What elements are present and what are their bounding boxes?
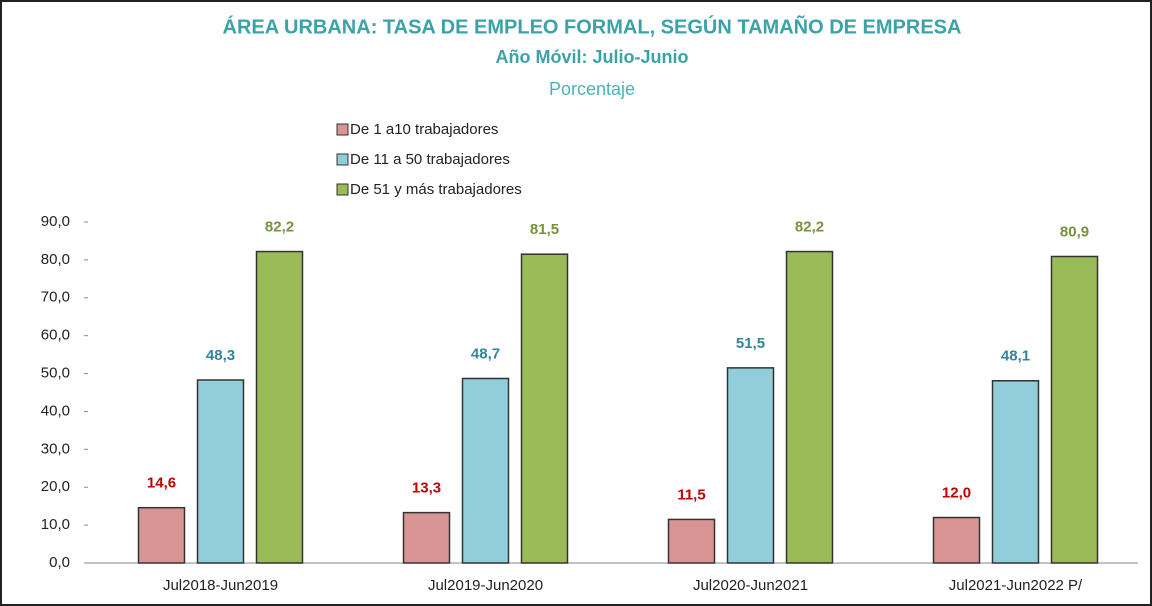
bar <box>932 516 981 564</box>
legend-swatch <box>336 153 349 166</box>
bar <box>1050 255 1099 564</box>
value-label: 82,2 <box>795 219 824 236</box>
bar <box>785 250 834 564</box>
legend-swatch <box>336 123 349 136</box>
bar <box>402 511 451 564</box>
y-tick-label: 10,0 <box>41 516 70 533</box>
y-tick-label: 0,0 <box>49 554 70 571</box>
legend-label: De 11 a 50 trabajadores <box>350 151 510 168</box>
chart-subtitle: Año Móvil: Julio-Junio <box>496 47 689 67</box>
bar <box>196 379 245 564</box>
bar <box>461 377 510 564</box>
legend-label: De 51 y más trabajadores <box>350 181 522 198</box>
value-label: 81,5 <box>530 221 559 238</box>
value-label: 14,6 <box>147 475 176 492</box>
y-tick-label: 40,0 <box>41 402 70 419</box>
x-tick-label: Jul2020-Jun2021 <box>693 577 808 594</box>
value-label: 82,2 <box>265 219 294 236</box>
value-label: 48,1 <box>1001 348 1030 365</box>
value-label: 48,7 <box>471 345 500 362</box>
bar <box>991 380 1040 564</box>
y-tick-label: 80,0 <box>41 251 70 268</box>
y-axis-label: Porcentaje <box>549 79 635 99</box>
bar <box>255 250 304 564</box>
y-tick-label: 20,0 <box>41 478 70 495</box>
value-label: 13,3 <box>412 480 441 497</box>
chart-title: ÁREA URBANA: TASA DE EMPLEO FORMAL, SEGÚ… <box>223 14 962 38</box>
value-label: 11,5 <box>677 486 705 503</box>
value-label: 48,3 <box>206 347 235 364</box>
bar <box>137 506 186 564</box>
y-tick-label: 60,0 <box>41 327 70 344</box>
value-label: 12,0 <box>942 485 971 502</box>
y-tick-label: 50,0 <box>41 365 70 382</box>
y-tick-label: 70,0 <box>41 289 70 306</box>
legend-label: De 1 a10 trabajadores <box>350 121 498 138</box>
x-tick-label: Jul2018-Jun2019 <box>163 577 278 594</box>
legend-swatch <box>336 183 349 196</box>
y-tick-label: 90,0 <box>41 213 70 230</box>
bar <box>667 518 716 564</box>
x-tick-label: Jul2021-Jun2022 P/ <box>949 577 1083 594</box>
y-tick-label: 30,0 <box>41 440 70 457</box>
bar <box>520 253 569 564</box>
value-label: 80,9 <box>1060 223 1089 240</box>
x-tick-label: Jul2019-Jun2020 <box>428 577 543 594</box>
value-label: 51,5 <box>736 335 765 352</box>
bar <box>726 367 775 564</box>
